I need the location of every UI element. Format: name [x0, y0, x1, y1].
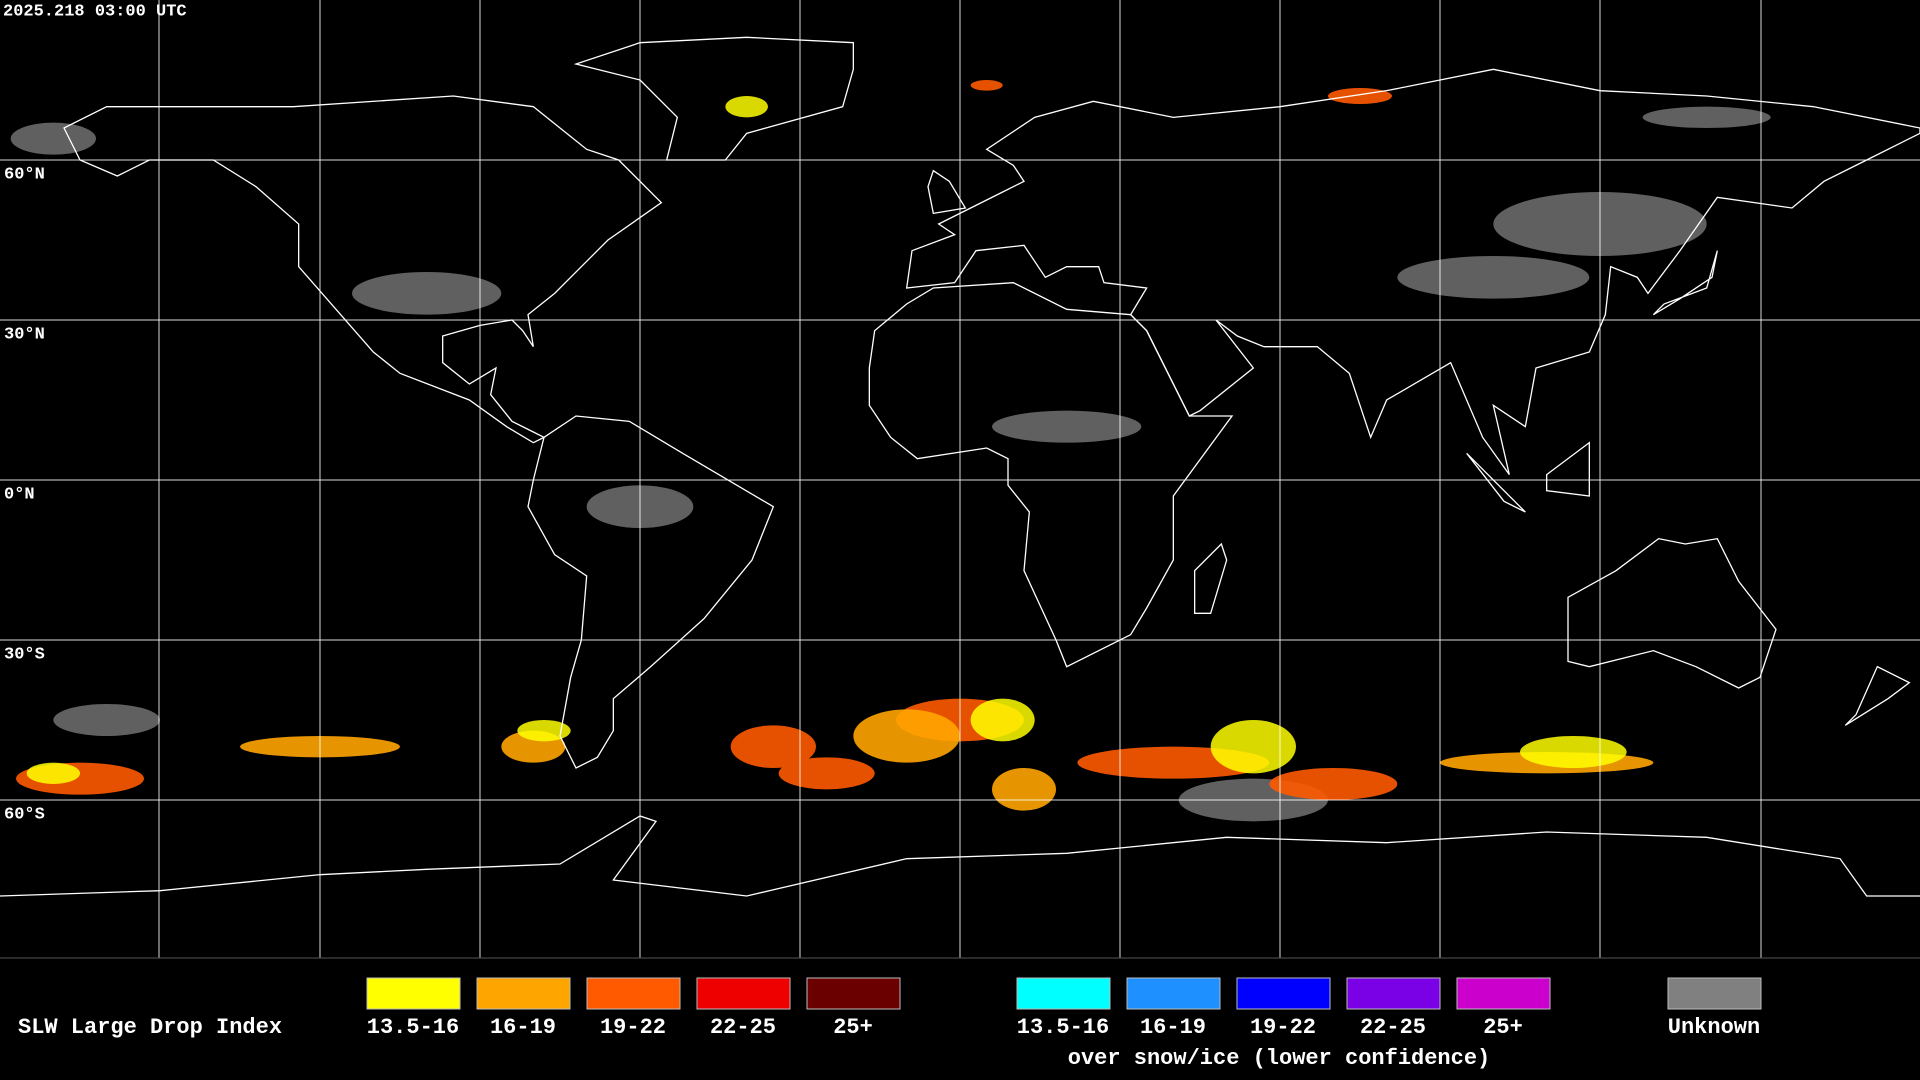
legend-label: 16-19 [490, 1015, 556, 1040]
latitude-label: 30°N [4, 325, 45, 344]
legend-swatch [1236, 977, 1331, 1010]
legend-label: 25+ [1483, 1015, 1523, 1040]
legend-label: Unknown [1668, 1015, 1760, 1040]
legend-label: 19-22 [600, 1015, 666, 1040]
graticule [0, 0, 1920, 958]
legend-swatch [1667, 977, 1762, 1010]
legend-swatch [366, 977, 461, 1010]
legend-swatch [806, 977, 901, 1010]
legend-label: 13.5-16 [1017, 1015, 1109, 1040]
legend-swatch [1456, 977, 1551, 1010]
timestamp: 2025.218 03:00 UTC [3, 2, 187, 21]
legend-swatch [586, 977, 681, 1010]
map [0, 0, 1920, 958]
legend-swatch [1346, 977, 1441, 1010]
legend-label: 22-25 [1360, 1015, 1426, 1040]
legend-swatch [1126, 977, 1221, 1010]
legend-swatch [1016, 977, 1111, 1010]
latitude-label: 0°N [4, 485, 35, 504]
legend-swatch [696, 977, 791, 1010]
legend-label: 13.5-16 [367, 1015, 459, 1040]
legend-label: 16-19 [1140, 1015, 1206, 1040]
legend-swatch [476, 977, 571, 1010]
legend-label: 25+ [833, 1015, 873, 1040]
legend-caption: over snow/ice (lower confidence) [1068, 1046, 1490, 1071]
latitude-label: 60°S [4, 805, 45, 824]
legend: SLW Large Drop Index 13.5-16 16-19 19-22 22… [18, 977, 1762, 1071]
legend-label: 19-22 [1250, 1015, 1316, 1040]
latitude-label: 60°N [4, 165, 45, 184]
latitude-label: 30°S [4, 645, 45, 664]
latitude-labels: 60°N 30°N 0°N 30°S 60°S [4, 165, 45, 824]
legend-label: 22-25 [710, 1015, 776, 1040]
legend-title: SLW Large Drop Index [18, 1015, 282, 1040]
